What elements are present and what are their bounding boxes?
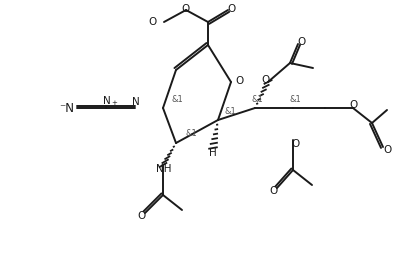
Text: O: O: [269, 186, 277, 196]
Text: O: O: [384, 145, 392, 155]
Text: O: O: [149, 17, 157, 27]
Text: O: O: [350, 100, 358, 110]
Text: ⁻N: ⁻N: [59, 102, 74, 115]
Text: O: O: [298, 37, 306, 47]
Text: NH: NH: [156, 164, 172, 174]
Text: N: N: [103, 96, 111, 106]
Text: H: H: [209, 148, 217, 158]
Text: &1: &1: [251, 95, 263, 104]
Text: O: O: [292, 139, 300, 149]
Text: &1: &1: [171, 95, 183, 104]
Text: +: +: [111, 100, 117, 106]
Text: &1: &1: [224, 106, 236, 115]
Text: O: O: [228, 4, 236, 14]
Text: O: O: [235, 76, 243, 86]
Text: O: O: [137, 211, 145, 221]
Text: &1: &1: [185, 130, 197, 139]
Text: N: N: [132, 97, 140, 107]
Text: O: O: [262, 75, 270, 85]
Text: &1: &1: [289, 95, 301, 104]
Text: O: O: [182, 4, 190, 14]
